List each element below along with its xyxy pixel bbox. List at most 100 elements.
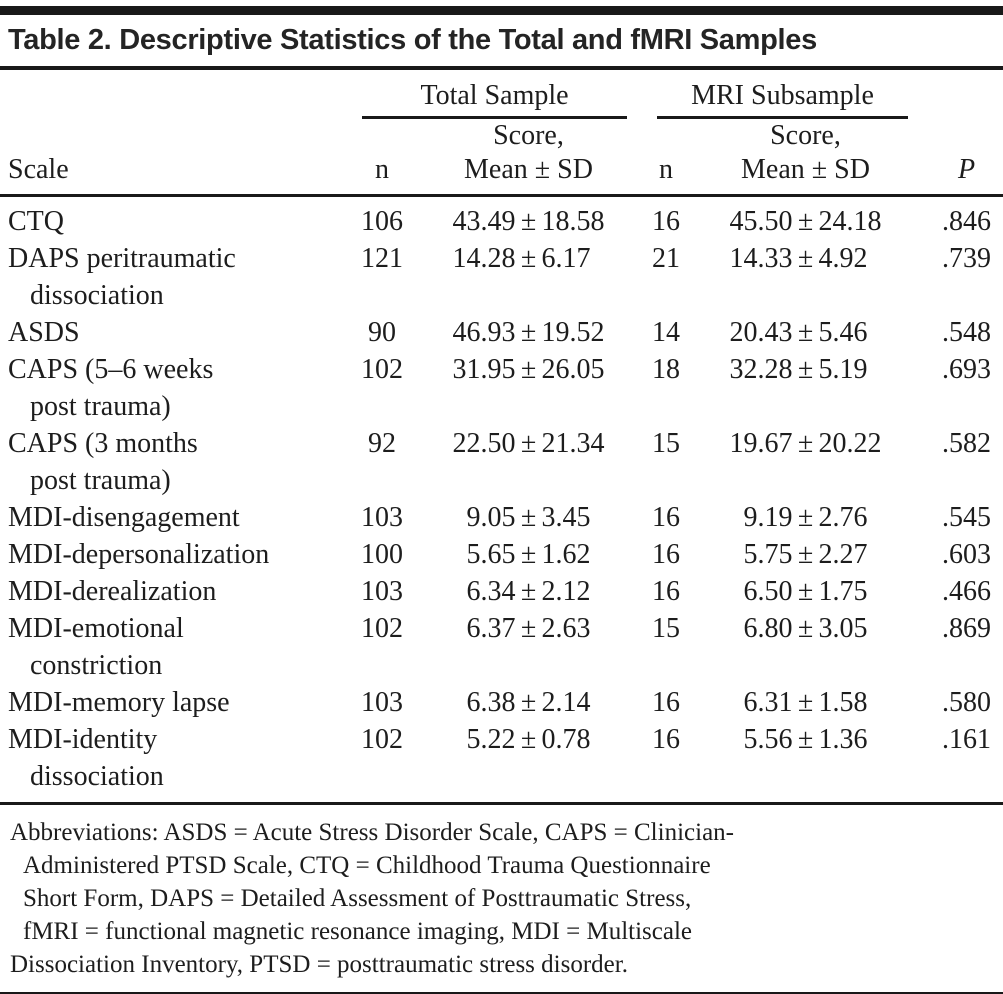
- p-value-cell: .869: [942, 613, 991, 644]
- mean-value: 14.28: [452, 243, 516, 274]
- plus-minus-sign: ±: [520, 539, 537, 570]
- mean-sd-total-cell: 6.37 ±2.63: [426, 610, 631, 684]
- mean-sd-value: 6.34 ±2.12: [426, 573, 631, 610]
- plus-minus-sign: ±: [520, 354, 537, 385]
- mean-sd-total-cell: 5.65 ±1.62: [426, 536, 631, 573]
- mean-value: 6.37: [466, 613, 516, 644]
- sd-value: 5.46: [818, 317, 868, 348]
- mean-value: 5.22: [466, 724, 516, 755]
- mean-sd-total-cell: 46.93 ±19.52: [426, 314, 631, 351]
- mean-value: 6.50: [743, 576, 793, 607]
- mean-value: 5.65: [466, 539, 516, 570]
- scale-line: post trauma): [30, 465, 171, 496]
- scale-cell: MDI-emotional constriction: [0, 610, 338, 684]
- plus-minus-sign: ±: [797, 724, 814, 755]
- mean-value: 43.49: [452, 206, 516, 237]
- mean-sd-value: 32.28 ±5.19: [701, 351, 910, 388]
- mean-sd-mri-cell: 5.75 ±2.27: [701, 536, 910, 573]
- abbreviations-footnote: Abbreviations: ASDS = Acute Stress Disor…: [0, 805, 1003, 981]
- p-value-cell: .693: [942, 354, 991, 385]
- plus-minus-sign: ±: [520, 502, 537, 533]
- plus-minus-sign: ±: [520, 687, 537, 718]
- mean-sd-mri-cell: 45.50 ±24.18: [701, 196, 910, 241]
- n-total-cell: 100: [361, 539, 403, 570]
- n-total-cell: 103: [361, 687, 403, 718]
- scale-cell: CTQ: [0, 196, 338, 241]
- n-total-cell: 103: [361, 576, 403, 607]
- p-value-cell: .545: [942, 502, 991, 533]
- mean-sd-value: 5.56 ±1.36: [701, 721, 910, 758]
- mean-sd-value: 6.80 ±3.05: [701, 610, 910, 647]
- table-row: CTQ 106 43.49 ±18.58 16 45.50 ±24.18.846: [0, 196, 1003, 241]
- p-value-cell: .161: [942, 724, 991, 755]
- mean-sd-value: 5.22 ±0.78: [426, 721, 631, 758]
- mean-sd-value: 6.38 ±2.14: [426, 684, 631, 721]
- column-group-mri-subsample: MRI Subsample: [631, 71, 910, 119]
- mean-value: 6.31: [743, 687, 793, 718]
- scale-line: MDI-derealization: [8, 576, 217, 607]
- sd-value: 1.36: [818, 724, 868, 755]
- title-rule: [0, 66, 1003, 70]
- scale-line: DAPS peritraumatic: [8, 243, 236, 274]
- mean-sd-value: 9.05 ±3.45: [426, 499, 631, 536]
- n-mri-cell: 15: [652, 428, 680, 459]
- mean-sd-value: 9.19 ±2.76: [701, 499, 910, 536]
- sd-value: 24.18: [818, 206, 882, 237]
- header-n-total: n: [338, 119, 426, 197]
- sd-value: 1.75: [818, 576, 868, 607]
- top-rule: [0, 6, 1003, 15]
- header-n-mri: n: [631, 119, 701, 197]
- p-value-cell: .739: [942, 243, 991, 274]
- n-mri-cell: 16: [652, 206, 680, 237]
- header-p: P: [910, 119, 1003, 197]
- table-body: CTQ 106 43.49 ±18.58 16 45.50 ±24.18.846 DAPS p…: [0, 196, 1003, 796]
- scale-cell: MDI-depersonalization: [0, 536, 338, 573]
- scale-line: MDI-memory lapse: [8, 687, 230, 718]
- descriptive-statistics-table: Total Sample MRI Subsample Scale n Score…: [0, 71, 1003, 795]
- mean-sd-value: 31.95 ±26.05: [426, 351, 631, 388]
- table-row: MDI-identity dissociation 102 5.22 ±0.78 16 5.…: [0, 721, 1003, 795]
- plus-minus-sign: ±: [797, 576, 814, 607]
- footnote-line: Abbreviations: ASDS = Acute Stress Disor…: [10, 819, 734, 846]
- sd-value: 1.62: [541, 539, 591, 570]
- scale-line: dissociation: [30, 280, 164, 311]
- plus-minus-sign: ±: [797, 539, 814, 570]
- header-mean-sd-label: Mean ± SD: [741, 154, 870, 185]
- scale-cell: CAPS (3 months post trauma): [0, 425, 338, 499]
- mean-sd-mri-cell: 6.80 ±3.05: [701, 610, 910, 684]
- scale-cell: MDI-derealization: [0, 573, 338, 610]
- header-score-label: Score,: [770, 120, 841, 151]
- column-group-total-sample: Total Sample: [338, 71, 631, 119]
- table-row: MDI-disengagement 103 9.05 ±3.45 16 9.19 ±2.76…: [0, 499, 1003, 536]
- header-mean-sd-label: Mean ± SD: [464, 154, 593, 185]
- scale-cell: DAPS peritraumatic dissociation: [0, 240, 338, 314]
- footnote-line: Short Form, DAPS = Detailed Assessment o…: [23, 885, 692, 912]
- mean-value: 5.56: [743, 724, 793, 755]
- mean-sd-value: 22.50 ±21.34: [426, 425, 631, 462]
- plus-minus-sign: ±: [797, 317, 814, 348]
- mean-value: 6.34: [466, 576, 516, 607]
- table-row: MDI-memory lapse 103 6.38 ±2.14 16 6.31 ±1.58.…: [0, 684, 1003, 721]
- scale-line: CAPS (5–6 weeks: [8, 354, 214, 385]
- mean-sd-value: 19.67 ±20.22: [701, 425, 910, 462]
- mean-sd-total-cell: 43.49 ±18.58: [426, 196, 631, 241]
- plus-minus-sign: ±: [520, 613, 537, 644]
- mean-value: 22.50: [452, 428, 516, 459]
- header-scale: Scale: [0, 119, 338, 197]
- table-row: DAPS peritraumatic dissociation 121 14.28 ±6…: [0, 240, 1003, 314]
- footnote-line: Dissociation Inventory, PTSD = posttraum…: [10, 951, 628, 978]
- header-score-mean-sd-total: Score, Mean ± SD: [426, 119, 631, 197]
- mean-value: 6.80: [743, 613, 793, 644]
- mean-value: 46.93: [452, 317, 516, 348]
- column-group-spacer: [0, 71, 338, 119]
- scale-line: CAPS (3 months: [8, 428, 198, 459]
- header-score-label: Score,: [493, 120, 564, 151]
- mean-sd-value: 14.28 ±6.17: [426, 240, 631, 277]
- table-row: MDI-emotional constriction 102 6.37 ±2.63 15 6…: [0, 610, 1003, 684]
- scale-cell: MDI-memory lapse: [0, 684, 338, 721]
- mean-sd-value: 20.43 ±5.46: [701, 314, 910, 351]
- mean-sd-value: 45.50 ±24.18: [701, 203, 910, 240]
- sd-value: 0.78: [541, 724, 591, 755]
- sd-value: 3.45: [541, 502, 591, 533]
- scale-line: CTQ: [8, 206, 64, 237]
